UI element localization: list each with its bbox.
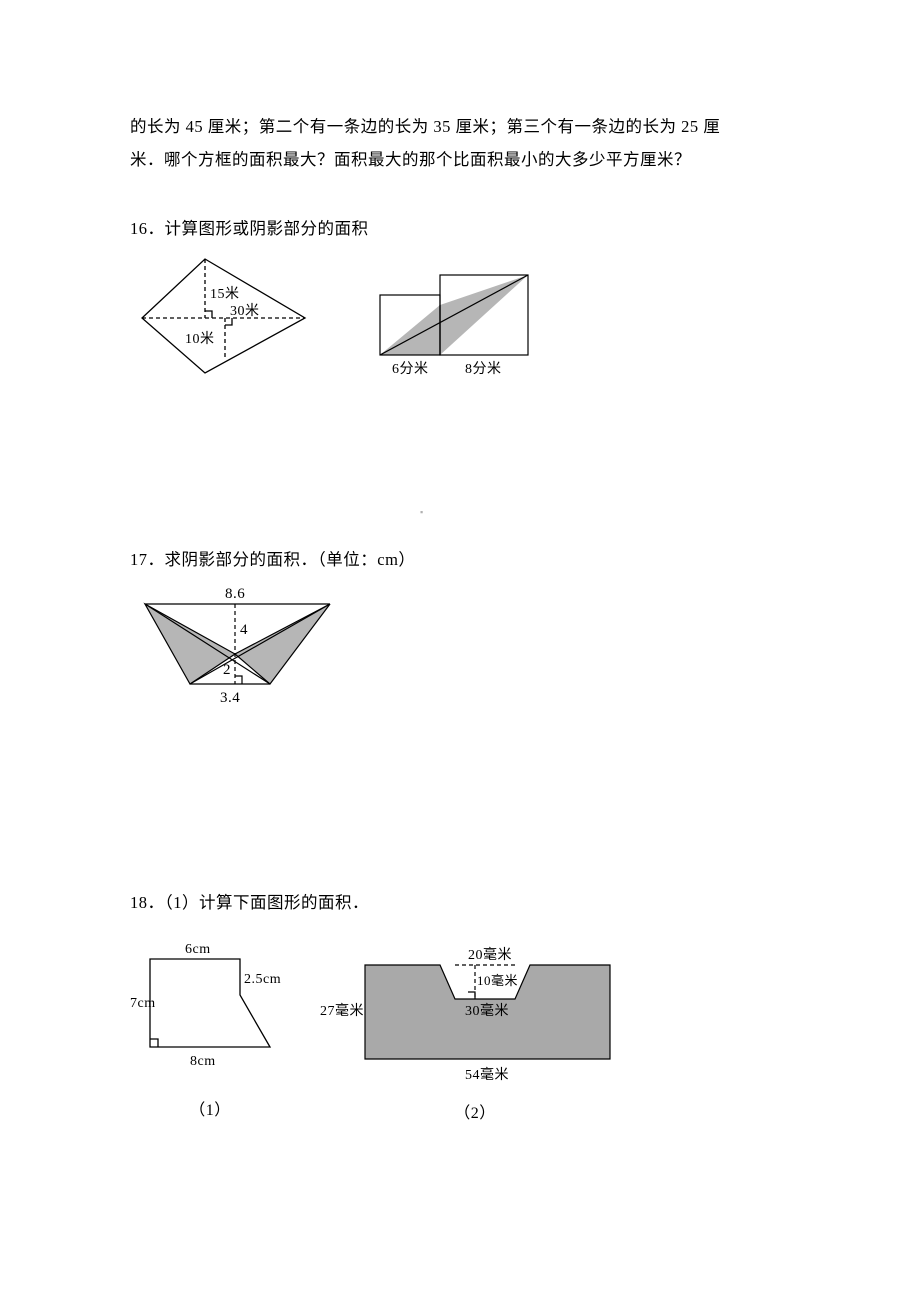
q17-label-2: 2 xyxy=(223,662,231,678)
q18-title: 18．（1）计算下面图形的面积． xyxy=(130,886,790,919)
q17-title: 17．求阴影部分的面积．（单位：cm） xyxy=(130,543,790,576)
q18-fig2-wrap: 20毫米 10毫米 30毫米 27毫米 54毫米 （2） xyxy=(320,937,630,1130)
q18-f1-top: 6cm xyxy=(185,942,211,957)
q16-title: 16．计算图形或阴影部分的面积 xyxy=(130,212,790,245)
q18-f2-sub: （2） xyxy=(320,1098,630,1130)
question-17: 17．求阴影部分的面积．（单位：cm） 8.6 4 2 3.4 xyxy=(130,543,790,716)
spacer-2 xyxy=(130,716,790,876)
q17-text: 求阴影部分的面积．（单位：cm） xyxy=(165,550,416,569)
q18-f2-left: 27毫米 xyxy=(320,1002,364,1019)
q16-fig1-label-top: 15米 xyxy=(210,286,240,302)
intro-val2: 35 xyxy=(433,117,451,136)
intro-val1: 45 xyxy=(186,117,204,136)
q17-label-4: 4 xyxy=(240,622,248,638)
q18-f1-sub: （1） xyxy=(130,1095,290,1127)
intro-line2: 米．哪个方框的面积最大？面积最大的那个比面积最小的大多少平方厘米？ xyxy=(130,143,790,176)
intro-val3: 25 xyxy=(681,117,699,136)
q18-text: （1）计算下面图形的面积． xyxy=(165,893,370,912)
q18-fig1-wrap: 6cm 2.5cm 7cm 8cm （1） xyxy=(130,937,290,1127)
q18-f2-mid: 30毫米 xyxy=(465,1002,509,1019)
q17-label-bottom: 3.4 xyxy=(220,690,240,706)
q18-fig1: 6cm 2.5cm 7cm 8cm xyxy=(130,937,290,1077)
tiny-mark: ▪ xyxy=(420,503,424,521)
page: 的长为 45 厘米；第二个有一条边的长为 35 厘米；第三个有一条边的长为 25… xyxy=(0,0,920,1210)
q18-f2-top: 20毫米 xyxy=(468,946,512,963)
q18-f2-inner: 10毫米 xyxy=(477,973,518,988)
intro-text-a: 的长为 xyxy=(130,117,186,136)
q17-fig: 8.6 4 2 3.4 xyxy=(130,576,360,716)
q18-f1-bottom: 8cm xyxy=(190,1054,216,1069)
q16-figures: 15米 30米 10米 6分米 8分米 xyxy=(130,253,790,383)
q17-label-top: 8.6 xyxy=(225,586,245,602)
question-18: 18．（1）计算下面图形的面积． 6cm 2.5cm 7cm 8cm xyxy=(130,886,790,1130)
intro-text-d: 厘 xyxy=(699,117,721,136)
q18-figures: 6cm 2.5cm 7cm 8cm （1） xyxy=(130,937,790,1130)
q18-f1-left: 7cm xyxy=(130,996,156,1011)
q16-fig2-label-left: 6分米 xyxy=(392,361,429,377)
q16-fig2: 6分米 8分米 xyxy=(370,273,550,383)
intro-text-b: 厘米；第二个有一条边的长为 xyxy=(203,117,433,136)
intro-line1: 的长为 45 厘米；第二个有一条边的长为 35 厘米；第三个有一条边的长为 25… xyxy=(130,110,790,143)
intro-line2-text: 米．哪个方框的面积最大？面积最大的那个比面积最小的大多少平方厘米？ xyxy=(130,150,691,169)
q16-text: 计算图形或阴影部分的面积 xyxy=(165,219,369,238)
q18-fig2: 20毫米 10毫米 30毫米 27毫米 54毫米 xyxy=(320,937,630,1092)
q18-f2-bottom: 54毫米 xyxy=(465,1066,509,1083)
q16-fig1-label-bot: 10米 xyxy=(185,331,215,347)
q16-num: 16． xyxy=(130,219,165,238)
q16-fig2-label-right: 8分米 xyxy=(465,361,502,377)
q16-fig1-label-mid: 30米 xyxy=(230,303,260,319)
q18-num: 18． xyxy=(130,893,165,912)
q16-fig1: 15米 30米 10米 xyxy=(130,253,320,383)
intro-text-c: 厘米；第三个有一条边的长为 xyxy=(451,117,681,136)
q18-f1-right: 2.5cm xyxy=(244,972,281,987)
q17-num: 17． xyxy=(130,550,165,569)
spacer-1: ▪ xyxy=(130,383,790,533)
question-16: 16．计算图形或阴影部分的面积 15米 3 xyxy=(130,212,790,383)
